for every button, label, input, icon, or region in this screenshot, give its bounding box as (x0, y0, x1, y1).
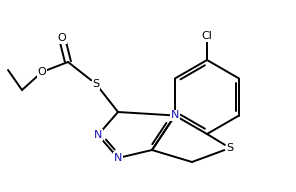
Text: O: O (38, 67, 46, 77)
Text: Cl: Cl (202, 31, 213, 41)
Text: O: O (58, 33, 66, 43)
Text: S: S (92, 79, 99, 89)
Text: N: N (114, 153, 122, 163)
Text: N: N (94, 130, 102, 140)
Text: S: S (226, 143, 234, 153)
Text: N: N (171, 111, 179, 121)
